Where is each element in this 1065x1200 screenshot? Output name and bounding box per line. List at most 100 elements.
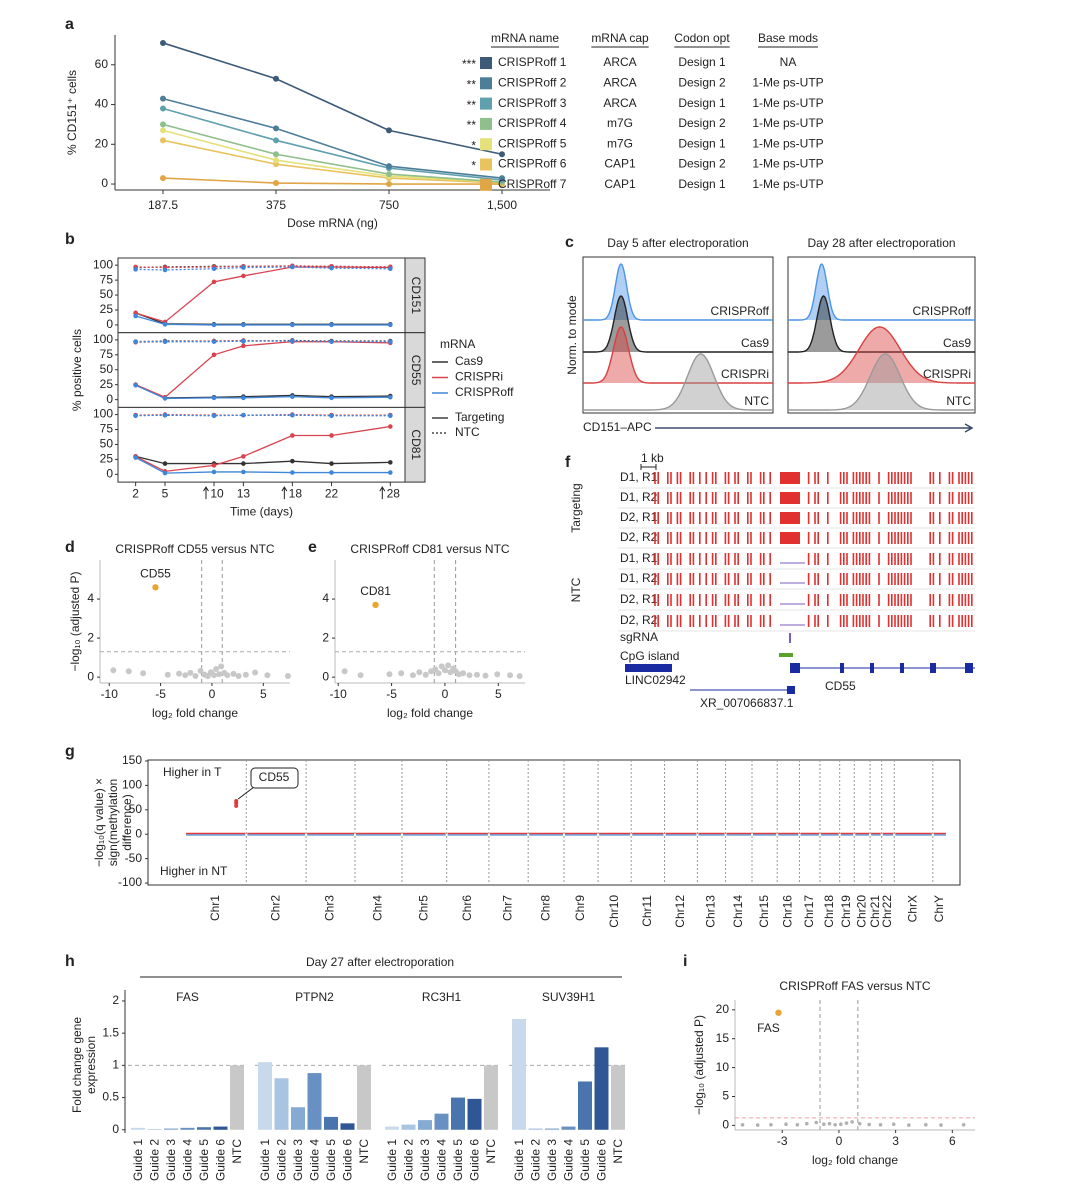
point — [211, 469, 217, 475]
point — [213, 665, 220, 672]
table-cell: CAP1 — [604, 177, 636, 191]
significance: ** — [467, 98, 477, 112]
band-up — [247, 832, 306, 835]
x-axis-label: log₂ fold change — [387, 706, 473, 720]
legend-label: NTC — [455, 425, 480, 439]
point — [273, 75, 279, 82]
point — [224, 672, 231, 679]
table-cell: 1-Me ps-UTP — [752, 96, 823, 110]
row-label: D1, R1 — [620, 470, 658, 484]
table-cell: Design 2 — [678, 116, 726, 130]
panel-letter: c — [565, 234, 574, 251]
band-down — [186, 834, 246, 836]
x-tick-label: Guide 6 — [595, 1139, 609, 1181]
panel-letter: d — [65, 539, 75, 556]
series-label: Cas9 — [741, 336, 769, 350]
event-arrow — [203, 486, 209, 500]
highlight-point — [234, 799, 239, 804]
x-tick-label: Guide 2 — [402, 1139, 416, 1181]
chromosome-label: Chr16 — [780, 895, 794, 928]
point — [388, 424, 393, 429]
chromosome-label: Chr6 — [460, 895, 474, 921]
series-line — [162, 97, 503, 179]
point — [386, 127, 392, 134]
gene-exon — [787, 686, 795, 694]
table-cell: CAP1 — [604, 157, 636, 171]
group-title: RC3H1 — [422, 990, 462, 1004]
band-down — [778, 834, 799, 836]
facet-panel — [117, 332, 406, 408]
point — [252, 669, 259, 676]
band-up — [307, 832, 355, 835]
point — [211, 672, 217, 679]
event-arrow — [281, 486, 288, 500]
gene-exon — [870, 663, 874, 673]
chromosome-label: Chr2 — [268, 895, 282, 921]
x-tick-label: NTC — [230, 1139, 244, 1164]
y-tick-label: 40 — [95, 97, 109, 111]
legend-swatch — [480, 117, 492, 130]
point — [160, 137, 166, 144]
point — [386, 171, 392, 178]
significance: * — [471, 138, 476, 152]
callout-label: CD55 — [259, 770, 290, 784]
point — [160, 105, 166, 112]
band-up — [933, 832, 946, 835]
y-tick-label: 10 — [716, 1060, 730, 1074]
series-label: NTC — [744, 394, 769, 408]
chromosome-label: Chr20 — [854, 895, 868, 928]
methylation-sites — [654, 553, 973, 565]
x-tick-label: Guide 2 — [275, 1139, 289, 1181]
y-axis-label: difference) — [120, 794, 134, 850]
band-up — [726, 832, 751, 835]
x-tick-label: Guide 4 — [181, 1139, 195, 1181]
point — [182, 672, 189, 679]
density-line — [788, 263, 975, 321]
legend-swatch — [480, 138, 492, 151]
band-down — [402, 834, 446, 836]
x-tick-label: Guide 2 — [148, 1139, 162, 1181]
x-tick-label: 18 — [289, 486, 303, 500]
chromosome-label: ChrY — [932, 895, 946, 922]
point — [499, 175, 505, 182]
x-tick-label: Guide 1 — [512, 1139, 526, 1181]
x-tick-label: 750 — [379, 198, 399, 212]
point — [164, 671, 171, 678]
x-axis-label: log₂ fold change — [152, 706, 238, 720]
table-cell: 1-Me ps-UTP — [752, 177, 823, 191]
y-tick-label: 0 — [106, 467, 113, 481]
y-tick-label: 75 — [100, 272, 114, 286]
point — [329, 322, 334, 328]
y-tick-label: 20 — [716, 1002, 730, 1016]
x-tick-label: 1,500 — [487, 198, 517, 212]
band-down — [871, 834, 881, 836]
point — [187, 669, 194, 676]
highlight-label: CD81 — [360, 584, 391, 598]
band-down — [665, 834, 697, 836]
point — [133, 339, 138, 344]
band-down — [752, 834, 777, 836]
methylation-cluster — [780, 472, 800, 484]
band-up — [871, 832, 881, 835]
y-axis-label: −log₁₀(q value) × — [92, 778, 106, 867]
legend-title: mRNA — [440, 337, 475, 351]
series-label: CRISPRi — [923, 367, 971, 381]
y-axis-label: Norm. to mode — [565, 295, 579, 375]
point — [795, 1123, 800, 1127]
density-fill — [583, 327, 773, 383]
series-line — [162, 42, 503, 156]
y-tick-label: 50 — [100, 362, 114, 376]
point — [241, 322, 246, 328]
chromosome-label: Chr12 — [673, 895, 687, 928]
density-line — [583, 326, 773, 384]
x-tick-label: 5 — [495, 687, 502, 701]
panel-letter: g — [65, 743, 75, 760]
point — [211, 395, 217, 401]
facet-strip — [404, 406, 426, 483]
chromosome-label: Chr18 — [822, 895, 836, 928]
x-axis-label: Time (days) — [230, 504, 293, 518]
band-down — [933, 834, 946, 836]
point — [211, 279, 217, 285]
point — [235, 672, 242, 679]
